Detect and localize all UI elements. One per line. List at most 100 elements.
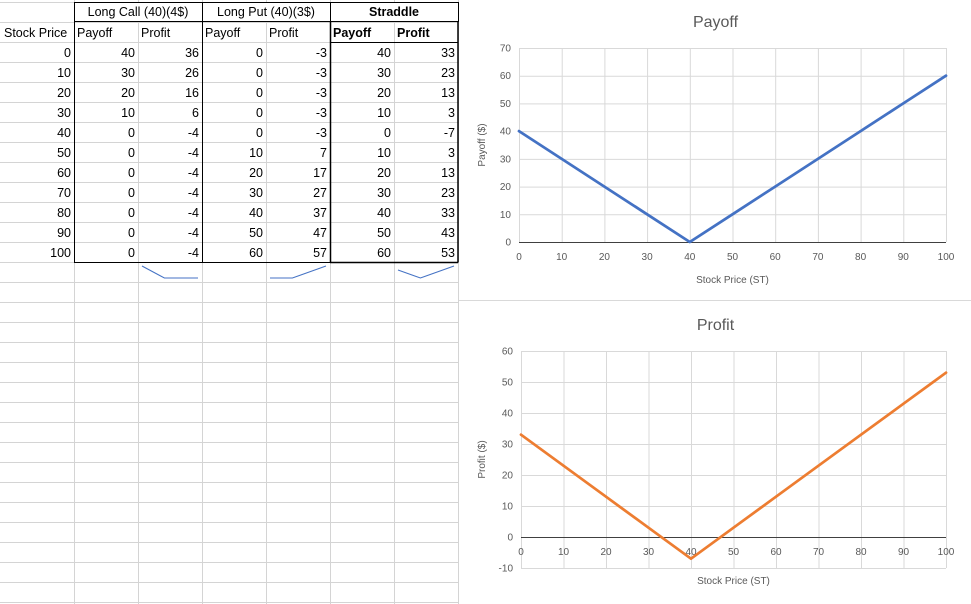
- table-cell[interactable]: -4: [188, 186, 199, 200]
- table-cell[interactable]: 90: [57, 226, 71, 240]
- table-cell[interactable]: -4: [188, 166, 199, 180]
- table-cell[interactable]: -4: [188, 246, 199, 260]
- table-cell[interactable]: 23: [441, 66, 455, 80]
- table-cell[interactable]: -3: [316, 86, 327, 100]
- data-point: [519, 433, 523, 436]
- y-tick-label: 40: [500, 127, 512, 138]
- table-cell[interactable]: 10: [249, 146, 263, 160]
- table-cell[interactable]: 40: [377, 46, 391, 60]
- table-cell[interactable]: 0: [256, 46, 263, 60]
- table-cell[interactable]: -4: [188, 146, 199, 160]
- table-cell[interactable]: 33: [441, 46, 455, 60]
- table-cell[interactable]: -4: [188, 126, 199, 140]
- column-header: Payoff: [77, 26, 113, 40]
- table-cell[interactable]: 20: [249, 166, 263, 180]
- table-cell[interactable]: 53: [441, 246, 455, 260]
- table-cell[interactable]: -4: [188, 206, 199, 220]
- table-cell[interactable]: 3: [448, 106, 455, 120]
- x-tick-label: 20: [600, 547, 612, 558]
- table-cell[interactable]: 10: [377, 106, 391, 120]
- table-cell[interactable]: 30: [121, 66, 135, 80]
- table-cell[interactable]: 0: [128, 246, 135, 260]
- table-cell[interactable]: 40: [377, 206, 391, 220]
- group-header-long-put: Long Put (40)(3$): [217, 5, 315, 19]
- group-header-cell[interactable]: [330, 2, 459, 22]
- table-cell[interactable]: 100: [50, 246, 71, 260]
- table-cell[interactable]: 0: [128, 226, 135, 240]
- table-cell[interactable]: 30: [249, 186, 263, 200]
- table-cell[interactable]: 50: [377, 226, 391, 240]
- data-point: [604, 495, 608, 498]
- x-tick-label: 80: [855, 252, 867, 263]
- table-cell[interactable]: 30: [377, 186, 391, 200]
- table-cell[interactable]: 13: [441, 86, 455, 100]
- y-tick-label: 20: [500, 182, 512, 193]
- x-axis-title: Stock Price (ST): [696, 275, 769, 286]
- table-cell[interactable]: 60: [249, 246, 263, 260]
- table-cell[interactable]: 33: [441, 206, 455, 220]
- x-tick-label: 50: [728, 547, 740, 558]
- table-cell[interactable]: 0: [128, 186, 135, 200]
- table-cell[interactable]: 37: [313, 206, 327, 220]
- data-point: [689, 557, 693, 560]
- table-cell[interactable]: -3: [316, 106, 327, 120]
- data-point: [645, 213, 649, 216]
- table-cell[interactable]: 60: [57, 166, 71, 180]
- table-cell[interactable]: 6: [192, 106, 199, 120]
- table-cell[interactable]: 10: [57, 66, 71, 80]
- table-cell[interactable]: 0: [128, 206, 135, 220]
- table-cell[interactable]: -3: [316, 46, 327, 60]
- table-cell[interactable]: 23: [441, 186, 455, 200]
- table-cell[interactable]: 0: [256, 66, 263, 80]
- table-cell[interactable]: -4: [188, 226, 199, 240]
- table-cell[interactable]: 0: [128, 126, 135, 140]
- table-cell[interactable]: 20: [57, 86, 71, 100]
- table-cell[interactable]: 40: [121, 46, 135, 60]
- data-point: [944, 74, 948, 77]
- table-cell[interactable]: 7: [320, 146, 327, 160]
- table-cell[interactable]: 0: [256, 106, 263, 120]
- table-cell[interactable]: 43: [441, 226, 455, 240]
- table-cell[interactable]: 70: [57, 186, 71, 200]
- table-cell[interactable]: 40: [57, 126, 71, 140]
- table-cell[interactable]: 0: [128, 166, 135, 180]
- data-point: [944, 371, 948, 374]
- table-cell[interactable]: 0: [64, 46, 71, 60]
- table-cell[interactable]: 30: [377, 66, 391, 80]
- table-cell[interactable]: 20: [121, 86, 135, 100]
- table-cell[interactable]: 60: [377, 246, 391, 260]
- table-cell[interactable]: -3: [316, 66, 327, 80]
- table-cell[interactable]: 0: [256, 126, 263, 140]
- x-tick-label: 40: [684, 252, 696, 263]
- table-cell[interactable]: 30: [57, 106, 71, 120]
- table-cell[interactable]: 17: [313, 166, 327, 180]
- table-cell[interactable]: 80: [57, 206, 71, 220]
- table-cell[interactable]: 27: [313, 186, 327, 200]
- payoff-chart[interactable]: Payoff 0 10 20 30 40 50 60 70 0 10 20 30 40 50 60 70 80 90…: [460, 0, 971, 298]
- table-cell[interactable]: 26: [185, 66, 199, 80]
- table-cell[interactable]: 3: [448, 146, 455, 160]
- table-cell[interactable]: 10: [377, 146, 391, 160]
- table-cell[interactable]: 20: [377, 86, 391, 100]
- table-cell[interactable]: 10: [121, 106, 135, 120]
- table-cell[interactable]: 16: [185, 86, 199, 100]
- table-cell[interactable]: -7: [444, 126, 455, 140]
- table-cell[interactable]: 0: [384, 126, 391, 140]
- table-cell[interactable]: 20: [377, 166, 391, 180]
- x-tick-label: 60: [770, 547, 782, 558]
- profit-chart[interactable]: Profit -10 0 10 20 30 40 50 60 0 10 20 30 40 50 60 70 80 9…: [460, 303, 971, 604]
- x-tick-label: 30: [642, 252, 654, 263]
- table-cell[interactable]: 50: [249, 226, 263, 240]
- table-cell[interactable]: 0: [256, 86, 263, 100]
- data-point: [774, 185, 777, 188]
- table-cell[interactable]: 47: [313, 226, 327, 240]
- table-cell[interactable]: 36: [185, 46, 199, 60]
- table-cell[interactable]: 0: [128, 146, 135, 160]
- data-point: [816, 157, 820, 161]
- table-cell[interactable]: 40: [249, 206, 263, 220]
- table-cell[interactable]: 50: [57, 146, 71, 160]
- table-cell[interactable]: -3: [316, 126, 327, 140]
- table-cell[interactable]: 57: [313, 246, 327, 260]
- table-cell[interactable]: 13: [441, 166, 455, 180]
- data-point: [902, 102, 905, 105]
